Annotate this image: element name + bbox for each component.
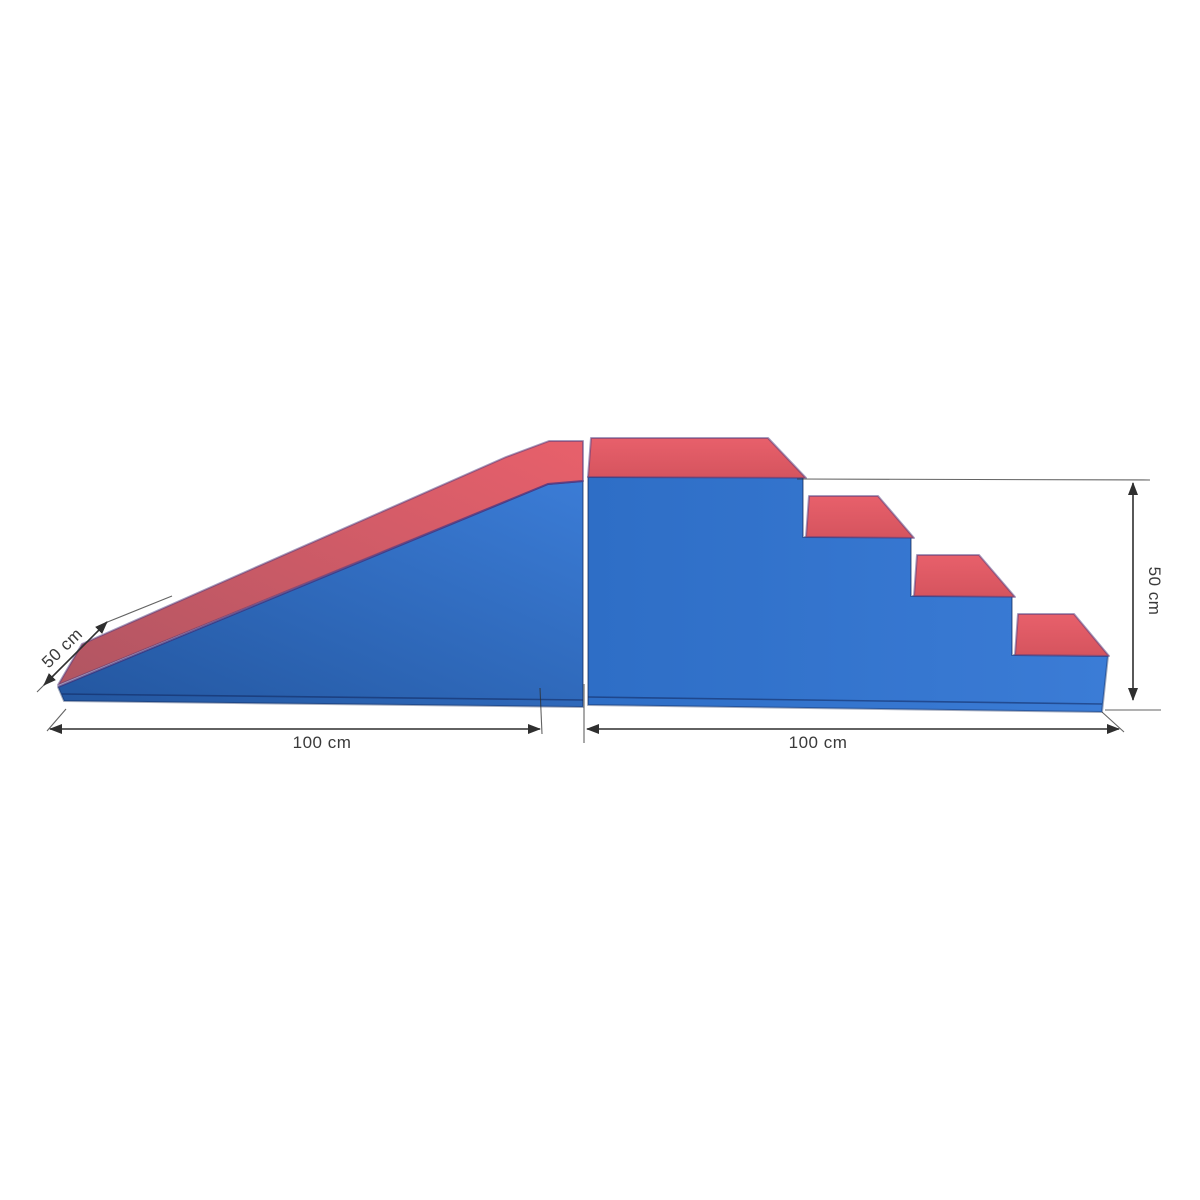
- ramp-bottom-seam: [61, 693, 584, 701]
- ramp-front-face: [57, 480, 584, 708]
- stairs-block: [587, 437, 1110, 713]
- slide-ramp-block: [57, 440, 584, 708]
- stairs-step4-top: [1014, 613, 1110, 657]
- ramp-length-label: 100 cm: [293, 733, 352, 752]
- dimension-ramp-length: 100 cm: [46, 687, 543, 752]
- dimension-stairs-height: 50 cm: [796, 478, 1164, 711]
- dimension-extension-line: [46, 708, 67, 732]
- dimension-stairs-length: 100 cm: [583, 684, 1125, 752]
- dimension-arrow-line: [43, 621, 108, 686]
- dimension-extension-line: [539, 687, 543, 735]
- ramp-edge-piping: [57, 480, 584, 688]
- dimension-extension-line: [796, 478, 1151, 481]
- dimension-extension-line: [1101, 711, 1125, 733]
- dimension-extension-line: [104, 595, 173, 624]
- stairs-bottom-seam: [587, 696, 1103, 705]
- stairs-length-label: 100 cm: [789, 733, 848, 752]
- stairs-height-label: 50 cm: [1145, 567, 1164, 616]
- stairs-step2-top: [805, 495, 915, 539]
- stairs-step3-top: [913, 554, 1016, 598]
- stairs-step1-top: [587, 437, 807, 479]
